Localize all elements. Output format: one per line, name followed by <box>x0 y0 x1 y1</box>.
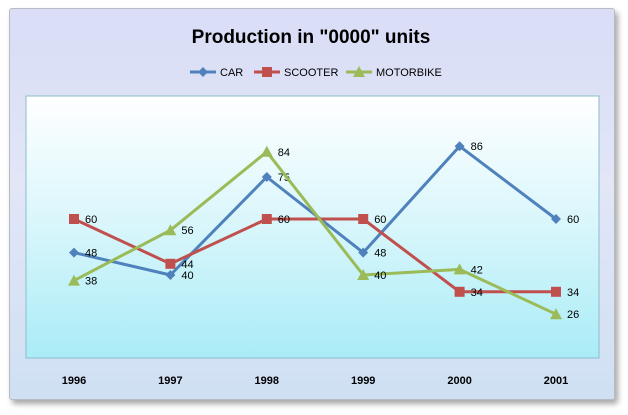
x-axis-tick-labels: 1996 1997 1998 1999 2000 2001 <box>62 375 568 387</box>
series-line-motorbike <box>73 150 557 316</box>
data-label-car: 60 <box>567 214 579 226</box>
data-point-scooter <box>358 214 369 224</box>
x-tick-label: 1998 <box>255 375 279 387</box>
series-line-scooter <box>73 217 556 294</box>
series-layer: 48 40 75 48 86 60 60 44 60 60 34 34 38 56 84 40 42 26 <box>68 141 579 321</box>
legend-item-car: CAR <box>190 67 243 79</box>
data-point-scooter <box>261 214 272 224</box>
data-point-motorbike <box>453 263 466 275</box>
legend-item-motorbike: MOTORBIKE <box>346 66 442 79</box>
plot-area <box>25 95 600 359</box>
x-tick-label: 2001 <box>544 375 568 387</box>
legend-marker <box>262 67 272 77</box>
x-tick-label: 2000 <box>447 375 471 387</box>
series-motorbike: 38 56 84 40 42 26 <box>68 145 579 321</box>
x-tick-label: 1997 <box>158 375 182 387</box>
legend: CAR SCOOTER MOTORBIKE <box>190 66 442 79</box>
legend-marker <box>353 66 365 77</box>
series-scooter: 60 44 60 60 34 34 <box>69 214 579 299</box>
data-label-scooter: 44 <box>181 259 193 271</box>
data-label-motorbike: 84 <box>278 147 290 159</box>
data-label-scooter: 60 <box>374 214 386 226</box>
data-point-scooter <box>454 286 465 297</box>
data-point-car <box>261 172 272 182</box>
data-label-car: 75 <box>278 172 290 184</box>
data-point-motorbike <box>550 308 562 320</box>
data-label-motorbike: 38 <box>85 276 97 288</box>
data-point-car <box>165 270 176 280</box>
data-label-scooter: 60 <box>278 214 290 226</box>
data-label-scooter: 60 <box>85 214 97 226</box>
data-point-car <box>454 141 465 152</box>
data-label-scooter: 34 <box>471 287 483 299</box>
data-point-motorbike <box>68 274 80 286</box>
data-label-car: 86 <box>471 141 483 153</box>
data-point-car <box>69 247 79 258</box>
legend-marker <box>198 67 208 77</box>
legend-label: SCOOTER <box>284 67 338 79</box>
data-point-motorbike <box>260 145 273 157</box>
data-point-motorbike <box>357 269 370 280</box>
data-point-scooter <box>551 286 561 297</box>
data-label-motorbike: 26 <box>567 309 579 321</box>
data-label-motorbike: 56 <box>181 225 193 237</box>
data-label-scooter: 34 <box>567 287 579 299</box>
data-point-car <box>551 214 561 224</box>
legend-item-scooter: SCOOTER <box>254 67 338 79</box>
data-label-motorbike: 42 <box>471 264 483 276</box>
data-point-scooter <box>69 214 79 224</box>
x-tick-label: 1999 <box>351 375 375 387</box>
data-label-car: 40 <box>181 270 193 282</box>
x-tick-label: 1996 <box>62 375 86 387</box>
data-point-scooter <box>165 258 176 269</box>
data-point-motorbike <box>164 224 177 236</box>
chart-title: Production in "0000" units <box>192 27 431 48</box>
legend-label: MOTORBIKE <box>376 67 442 79</box>
data-label-car: 48 <box>374 248 386 260</box>
data-label-car: 48 <box>85 248 97 260</box>
data-label-motorbike: 40 <box>374 270 386 282</box>
data-point-car <box>358 247 369 258</box>
legend-label: CAR <box>220 67 243 79</box>
